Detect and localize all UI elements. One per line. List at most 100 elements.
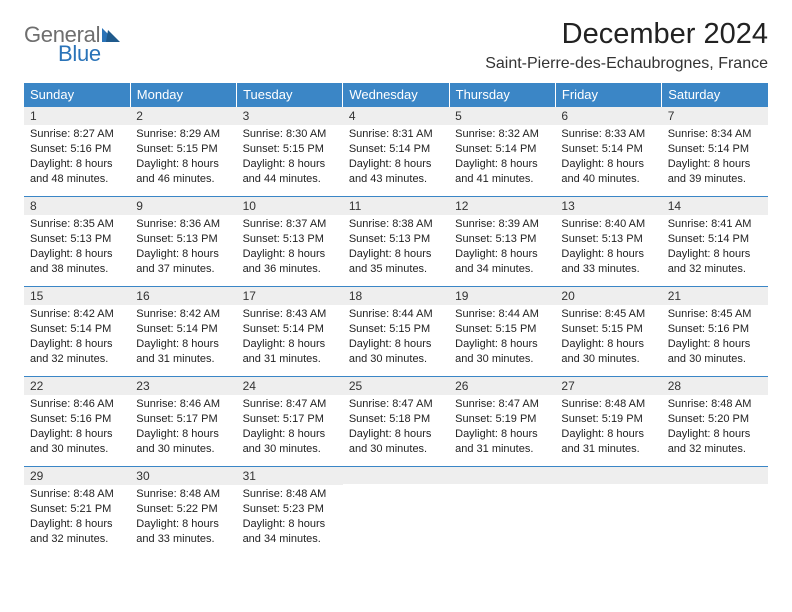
day-number: 2 — [130, 107, 236, 125]
day-detail: Sunrise: 8:40 AMSunset: 5:13 PMDaylight:… — [555, 215, 661, 280]
calendar-cell — [343, 467, 449, 557]
sunrise-line: Sunrise: 8:48 AM — [136, 487, 230, 502]
weekday-header: Saturday — [662, 83, 768, 107]
day-detail: Sunrise: 8:30 AMSunset: 5:15 PMDaylight:… — [237, 125, 343, 190]
calendar-cell: 17Sunrise: 8:43 AMSunset: 5:14 PMDayligh… — [237, 287, 343, 377]
day-detail: Sunrise: 8:47 AMSunset: 5:18 PMDaylight:… — [343, 395, 449, 460]
sunrise-line: Sunrise: 8:46 AM — [30, 397, 124, 412]
sunrise-line: Sunrise: 8:39 AM — [455, 217, 549, 232]
sunset-line: Sunset: 5:13 PM — [30, 232, 124, 247]
day-detail: Sunrise: 8:45 AMSunset: 5:15 PMDaylight:… — [555, 305, 661, 370]
sunrise-line: Sunrise: 8:47 AM — [349, 397, 443, 412]
calendar-row: 29Sunrise: 8:48 AMSunset: 5:21 PMDayligh… — [24, 467, 768, 557]
daylight-line: Daylight: 8 hoursand 36 minutes. — [243, 247, 337, 277]
daylight-line: Daylight: 8 hoursand 43 minutes. — [349, 157, 443, 187]
day-number: 14 — [662, 197, 768, 215]
daylight-line: Daylight: 8 hoursand 39 minutes. — [668, 157, 762, 187]
daylight-line: Daylight: 8 hoursand 30 minutes. — [561, 337, 655, 367]
sunrise-line: Sunrise: 8:35 AM — [30, 217, 124, 232]
sunset-line: Sunset: 5:15 PM — [455, 322, 549, 337]
sunset-line: Sunset: 5:13 PM — [455, 232, 549, 247]
calendar-cell: 21Sunrise: 8:45 AMSunset: 5:16 PMDayligh… — [662, 287, 768, 377]
day-number: 13 — [555, 197, 661, 215]
calendar-cell — [449, 467, 555, 557]
day-number: 17 — [237, 287, 343, 305]
sunset-line: Sunset: 5:14 PM — [455, 142, 549, 157]
day-number: 20 — [555, 287, 661, 305]
day-detail: Sunrise: 8:31 AMSunset: 5:14 PMDaylight:… — [343, 125, 449, 190]
day-detail: Sunrise: 8:41 AMSunset: 5:14 PMDaylight:… — [662, 215, 768, 280]
calendar-cell: 12Sunrise: 8:39 AMSunset: 5:13 PMDayligh… — [449, 197, 555, 287]
calendar-cell: 26Sunrise: 8:47 AMSunset: 5:19 PMDayligh… — [449, 377, 555, 467]
calendar-cell: 11Sunrise: 8:38 AMSunset: 5:13 PMDayligh… — [343, 197, 449, 287]
sunrise-line: Sunrise: 8:42 AM — [30, 307, 124, 322]
weekday-header: Sunday — [24, 83, 130, 107]
calendar-cell: 18Sunrise: 8:44 AMSunset: 5:15 PMDayligh… — [343, 287, 449, 377]
sunrise-line: Sunrise: 8:44 AM — [349, 307, 443, 322]
calendar-cell: 19Sunrise: 8:44 AMSunset: 5:15 PMDayligh… — [449, 287, 555, 377]
day-number: 21 — [662, 287, 768, 305]
location-label: Saint-Pierre-des-Echaubrognes, France — [485, 55, 768, 73]
daylight-line: Daylight: 8 hoursand 30 minutes. — [349, 427, 443, 457]
daylight-line: Daylight: 8 hoursand 31 minutes. — [243, 337, 337, 367]
weekday-header: Thursday — [449, 83, 555, 107]
day-number: 4 — [343, 107, 449, 125]
daylight-line: Daylight: 8 hoursand 30 minutes. — [668, 337, 762, 367]
daylight-line: Daylight: 8 hoursand 44 minutes. — [243, 157, 337, 187]
sunset-line: Sunset: 5:16 PM — [30, 142, 124, 157]
sunset-line: Sunset: 5:14 PM — [243, 322, 337, 337]
daylight-line: Daylight: 8 hoursand 38 minutes. — [30, 247, 124, 277]
sunrise-line: Sunrise: 8:38 AM — [349, 217, 443, 232]
day-number: 24 — [237, 377, 343, 395]
empty-day-bar — [449, 467, 555, 484]
sunset-line: Sunset: 5:23 PM — [243, 502, 337, 517]
sunset-line: Sunset: 5:21 PM — [30, 502, 124, 517]
sunset-line: Sunset: 5:14 PM — [561, 142, 655, 157]
day-detail: Sunrise: 8:48 AMSunset: 5:23 PMDaylight:… — [237, 485, 343, 550]
calendar-cell: 22Sunrise: 8:46 AMSunset: 5:16 PMDayligh… — [24, 377, 130, 467]
daylight-line: Daylight: 8 hoursand 32 minutes. — [30, 337, 124, 367]
daylight-line: Daylight: 8 hoursand 30 minutes. — [243, 427, 337, 457]
day-number: 7 — [662, 107, 768, 125]
calendar-cell: 13Sunrise: 8:40 AMSunset: 5:13 PMDayligh… — [555, 197, 661, 287]
day-detail: Sunrise: 8:47 AMSunset: 5:17 PMDaylight:… — [237, 395, 343, 460]
calendar-cell: 16Sunrise: 8:42 AMSunset: 5:14 PMDayligh… — [130, 287, 236, 377]
logo-text-blue: Blue — [58, 43, 122, 65]
sunset-line: Sunset: 5:14 PM — [349, 142, 443, 157]
sunrise-line: Sunrise: 8:29 AM — [136, 127, 230, 142]
day-detail: Sunrise: 8:37 AMSunset: 5:13 PMDaylight:… — [237, 215, 343, 280]
weekday-header: Wednesday — [343, 83, 449, 107]
day-number: 5 — [449, 107, 555, 125]
daylight-line: Daylight: 8 hoursand 32 minutes. — [668, 427, 762, 457]
brand-logo: General Blue — [24, 18, 122, 65]
day-number: 29 — [24, 467, 130, 485]
empty-day-bar — [555, 467, 661, 484]
sunset-line: Sunset: 5:14 PM — [30, 322, 124, 337]
daylight-line: Daylight: 8 hoursand 40 minutes. — [561, 157, 655, 187]
sunset-line: Sunset: 5:16 PM — [30, 412, 124, 427]
day-detail: Sunrise: 8:32 AMSunset: 5:14 PMDaylight:… — [449, 125, 555, 190]
daylight-line: Daylight: 8 hoursand 35 minutes. — [349, 247, 443, 277]
daylight-line: Daylight: 8 hoursand 32 minutes. — [668, 247, 762, 277]
daylight-line: Daylight: 8 hoursand 31 minutes. — [136, 337, 230, 367]
sunrise-line: Sunrise: 8:27 AM — [30, 127, 124, 142]
day-detail: Sunrise: 8:44 AMSunset: 5:15 PMDaylight:… — [449, 305, 555, 370]
sunrise-line: Sunrise: 8:45 AM — [561, 307, 655, 322]
calendar-cell: 14Sunrise: 8:41 AMSunset: 5:14 PMDayligh… — [662, 197, 768, 287]
weekday-header: Monday — [130, 83, 236, 107]
day-number: 1 — [24, 107, 130, 125]
month-title: December 2024 — [485, 18, 768, 51]
sunrise-line: Sunrise: 8:34 AM — [668, 127, 762, 142]
day-detail: Sunrise: 8:46 AMSunset: 5:16 PMDaylight:… — [24, 395, 130, 460]
day-detail: Sunrise: 8:45 AMSunset: 5:16 PMDaylight:… — [662, 305, 768, 370]
sunrise-line: Sunrise: 8:31 AM — [349, 127, 443, 142]
weekday-header: Friday — [555, 83, 661, 107]
sunset-line: Sunset: 5:22 PM — [136, 502, 230, 517]
empty-day-bar — [343, 467, 449, 484]
sunset-line: Sunset: 5:19 PM — [455, 412, 549, 427]
calendar-row: 1 Sunrise: 8:27 AMSunset: 5:16 PM Daylight… — [24, 107, 768, 197]
calendar-cell: 7Sunrise: 8:34 AMSunset: 5:14 PMDaylight… — [662, 107, 768, 197]
day-number: 25 — [343, 377, 449, 395]
sunset-line: Sunset: 5:15 PM — [136, 142, 230, 157]
sunrise-line: Sunrise: 8:33 AM — [561, 127, 655, 142]
